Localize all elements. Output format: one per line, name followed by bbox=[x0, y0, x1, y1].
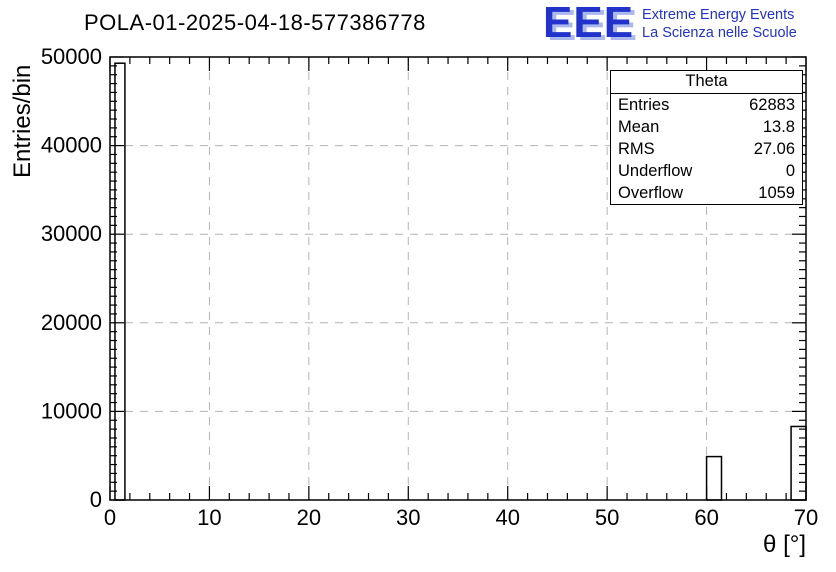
x-tick-label: 40 bbox=[495, 505, 519, 530]
stats-value: 13.8 bbox=[762, 117, 795, 136]
stats-box: Theta Entries 62883 Mean 13.8 RMS 27.06 … bbox=[610, 70, 803, 205]
histogram-bar bbox=[705, 455, 723, 501]
eee-logo: EEE Extreme Energy Events La Scienza nel… bbox=[543, 0, 797, 47]
stats-value: 27.06 bbox=[753, 139, 795, 158]
x-axis-title: θ [°] bbox=[763, 531, 806, 558]
y-tick-label: 40000 bbox=[41, 133, 102, 158]
stats-row-rms: RMS 27.06 bbox=[611, 138, 802, 160]
x-tick-label: 20 bbox=[297, 505, 321, 530]
y-tick-label: 10000 bbox=[41, 398, 102, 423]
x-tick-label: 30 bbox=[396, 505, 420, 530]
stats-value: 0 bbox=[785, 161, 795, 180]
logo-line-1: Extreme Energy Events bbox=[642, 7, 795, 23]
stats-value: 1059 bbox=[758, 183, 795, 202]
y-axis-title: Entries/bin bbox=[9, 65, 36, 178]
y-tick-label: 30000 bbox=[41, 221, 102, 246]
y-tick-label: 50000 bbox=[41, 44, 102, 69]
y-tick-label: 0 bbox=[90, 487, 102, 512]
stats-box-title: Theta bbox=[611, 71, 802, 94]
eee-logo-text: EEE bbox=[543, 0, 635, 47]
stats-label: Overflow bbox=[618, 183, 684, 202]
histogram-bar bbox=[114, 62, 126, 501]
stats-label: Mean bbox=[618, 117, 660, 136]
stats-label: RMS bbox=[618, 139, 655, 158]
stats-row-mean: Mean 13.8 bbox=[611, 116, 802, 138]
stats-row-overflow: Overflow 1059 bbox=[611, 182, 802, 204]
stats-value: 62883 bbox=[749, 95, 795, 114]
plot-title: POLA-01-2025-04-18-577386778 bbox=[84, 10, 426, 35]
x-tick-label: 0 bbox=[104, 505, 116, 530]
stats-label: Underflow bbox=[618, 161, 693, 180]
y-tick-label: 20000 bbox=[41, 310, 102, 335]
logo-line-2: La Scienza nelle Scuole bbox=[642, 25, 797, 41]
x-tick-label: 60 bbox=[694, 505, 718, 530]
x-tick-label: 10 bbox=[197, 505, 221, 530]
stats-row-underflow: Underflow 0 bbox=[611, 160, 802, 182]
stats-row-entries: Entries 62883 bbox=[611, 94, 802, 116]
stats-label: Entries bbox=[618, 95, 670, 114]
x-tick-label: 70 bbox=[794, 505, 818, 530]
x-tick-label: 50 bbox=[595, 505, 619, 530]
eee-logo-subtitle: Extreme Energy Events La Scienza nelle S… bbox=[642, 2, 797, 44]
